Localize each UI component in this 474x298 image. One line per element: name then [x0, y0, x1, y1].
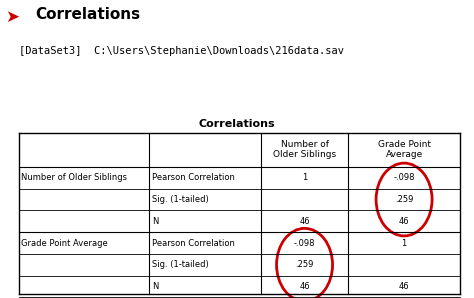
Text: .259: .259 — [395, 195, 413, 204]
Text: Grade Point Average: Grade Point Average — [21, 238, 108, 248]
Text: N: N — [152, 217, 158, 226]
Text: N: N — [152, 282, 158, 291]
Text: [DataSet3]  C:\Users\Stephanie\Downloads\216data.sav: [DataSet3] C:\Users\Stephanie\Downloads\… — [19, 46, 344, 56]
Text: Number of
Older Siblings: Number of Older Siblings — [273, 140, 336, 159]
Text: Pearson Correlation: Pearson Correlation — [152, 173, 235, 182]
Text: Sig. (1-tailed): Sig. (1-tailed) — [152, 260, 209, 269]
Text: Correlations: Correlations — [199, 119, 275, 129]
Text: 46: 46 — [399, 282, 410, 291]
Text: Pearson Correlation: Pearson Correlation — [152, 238, 235, 248]
Text: Correlations: Correlations — [36, 7, 141, 22]
Text: .259: .259 — [295, 260, 314, 269]
Text: 46: 46 — [399, 217, 410, 226]
Text: 1: 1 — [302, 173, 307, 182]
Text: -.098: -.098 — [393, 173, 415, 182]
Text: -.098: -.098 — [294, 238, 315, 248]
Text: 1: 1 — [401, 238, 407, 248]
Text: Grade Point
Average: Grade Point Average — [378, 140, 430, 159]
Text: ➤: ➤ — [5, 7, 18, 25]
Text: Number of Older Siblings: Number of Older Siblings — [21, 173, 128, 182]
Text: Sig. (1-tailed): Sig. (1-tailed) — [152, 195, 209, 204]
Text: 46: 46 — [299, 282, 310, 291]
Text: 46: 46 — [299, 217, 310, 226]
